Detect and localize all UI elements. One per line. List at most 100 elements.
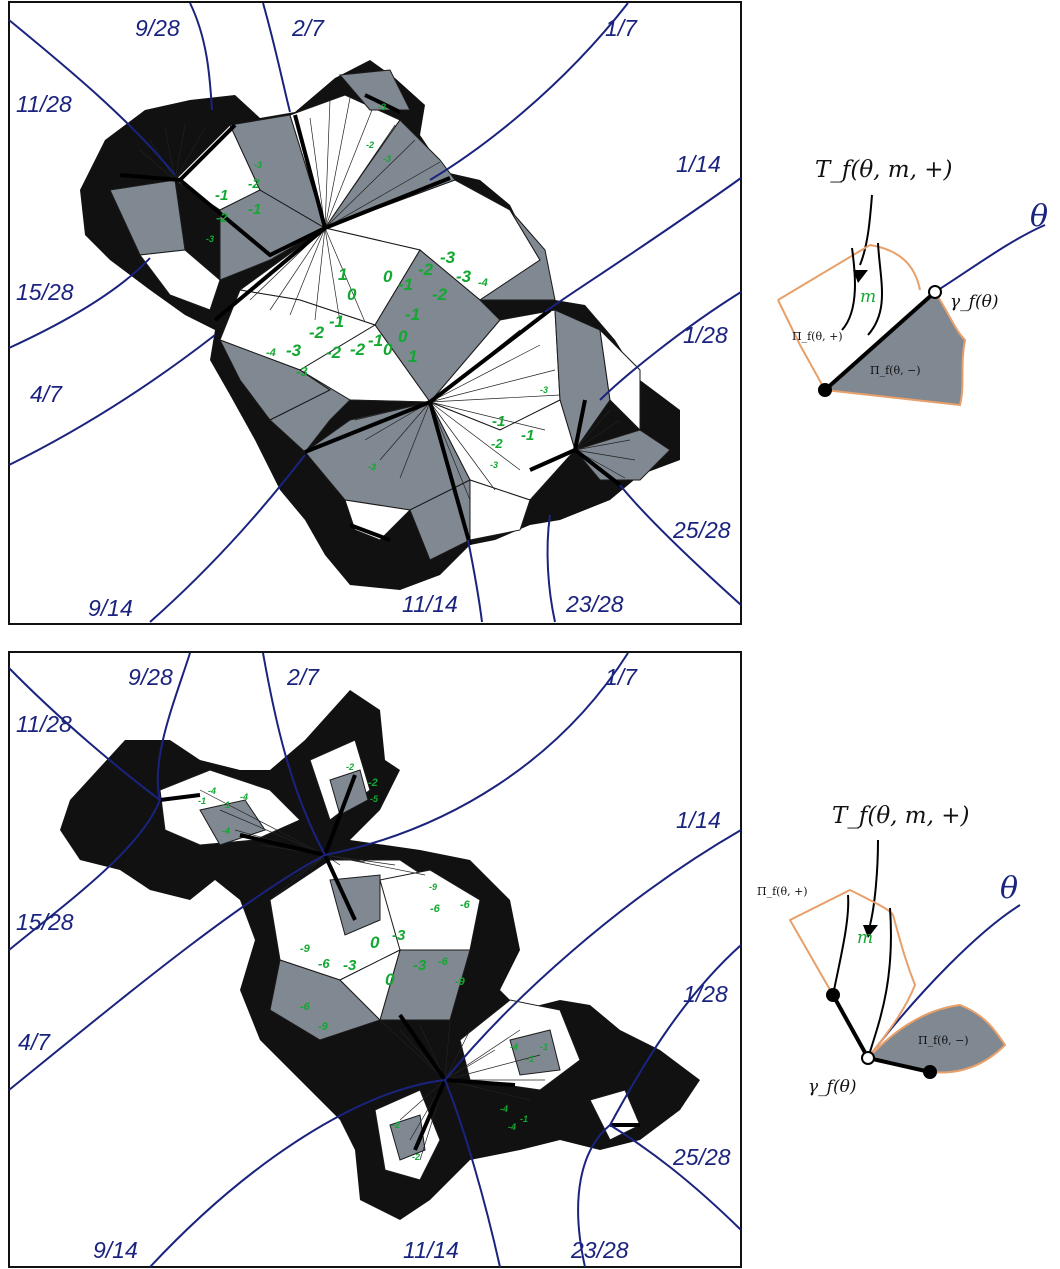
ray-label: 9/28 [135, 15, 180, 41]
ray-label: 1/28 [683, 981, 728, 1007]
green-number: -3 [343, 957, 357, 974]
ray-label: 25/28 [672, 517, 731, 543]
ray-label: 25/28 [672, 1144, 731, 1170]
green-number: -1 [405, 305, 420, 324]
inner-curve [867, 907, 892, 1059]
green-number: -2 [491, 436, 503, 451]
gamma-point [861, 1051, 875, 1065]
ray-label: 1/14 [676, 807, 721, 833]
ray-label: 1/7 [605, 15, 638, 41]
endpoint [826, 988, 840, 1002]
ray-label: 15/28 [16, 279, 74, 305]
green-number: -2 [366, 140, 374, 150]
m-label: m [857, 928, 873, 948]
theta-ray [934, 224, 1046, 293]
ray-label: 2/7 [291, 15, 325, 41]
ray-label: 11/14 [402, 591, 458, 617]
green-number: -4 [240, 792, 248, 802]
ray-label: 4/7 [18, 1029, 51, 1055]
green-number: -1 [540, 1042, 548, 1052]
green-number: -6 [300, 1001, 311, 1013]
green-number: -6 [438, 956, 449, 968]
puzzle-outline [788, 888, 917, 1060]
green-number: -4 [222, 826, 230, 836]
m-label: m [860, 287, 876, 307]
green-number: 0 [383, 267, 393, 286]
green-number: -6 [430, 903, 441, 915]
ray-label: 9/14 [93, 1237, 138, 1263]
bottom-skeleton [159, 774, 640, 1151]
theta-label: θ [1000, 871, 1018, 906]
green-number: -2 [412, 1152, 420, 1162]
green-number: -9 [455, 976, 466, 988]
pi-plus-label: Π_f(θ, +) [792, 330, 843, 343]
puzzle-outline-left [777, 299, 826, 391]
green-number: -6 [318, 956, 330, 971]
green-number: -3 [392, 927, 406, 944]
green-number: -2 [248, 176, 260, 191]
bottom-green-numbers: -1 -4 -1 -4 -4 -2 -2 -5 -9 -6 -6 -9 -6 -… [198, 762, 548, 1162]
ray-label: 1/14 [676, 151, 721, 177]
green-number: -2 [346, 762, 354, 772]
green-number: -3 [490, 460, 498, 470]
green-number: -2 [350, 340, 366, 359]
green-number: -5 [370, 794, 379, 804]
gamma-label: γ_f(θ) [808, 1077, 856, 1097]
top-panel: 9/28 2/7 1/7 11/28 1/14 15/28 1/28 4/7 2… [8, 1, 742, 625]
green-number: -3 [383, 154, 391, 164]
top-green-numbers: -1 -2 -1 -2 -3 -3 -2 -3 -3 1 0 0 -1 -2 -… [206, 102, 548, 472]
green-number: -3 [413, 957, 427, 974]
endpoint [818, 383, 832, 397]
green-number: -1 [248, 201, 261, 218]
arrow-head-icon [853, 270, 868, 283]
bottom-frame [8, 651, 742, 1268]
green-number: 0 [383, 340, 393, 359]
arrow-head-icon [863, 925, 878, 938]
green-number: -2 [432, 285, 448, 304]
inner-curve [867, 242, 883, 336]
green-number: -3 [368, 462, 376, 472]
green-number: -1 [329, 312, 344, 331]
puzzle-piece-minus [822, 290, 967, 407]
green-number: -1 [215, 187, 228, 204]
bottom-panel: 9/28 2/7 1/7 11/28 1/14 15/28 1/28 4/7 2… [8, 651, 742, 1268]
top-rays [8, 2, 742, 623]
pi-minus-label: Π_f(θ, −) [870, 364, 921, 377]
green-number: -3 [456, 267, 472, 286]
green-number: -1 [222, 800, 230, 810]
green-number: 0 [385, 970, 395, 989]
bottom-rays [8, 652, 742, 1268]
ray-label: 4/7 [30, 381, 63, 407]
endpoint [923, 1065, 937, 1079]
green-number: -3 [296, 364, 308, 379]
thick-edge [823, 290, 937, 392]
arrow-line [869, 839, 879, 926]
pi-minus-label: Π_f(θ, −) [918, 1034, 969, 1047]
gamma-point [928, 285, 942, 299]
top-ray-labels: 9/28 2/7 1/7 11/28 1/14 15/28 1/28 4/7 2… [16, 15, 731, 621]
green-number: -2 [309, 323, 325, 342]
ray-label: 9/14 [88, 595, 133, 621]
green-number: 1 [408, 347, 417, 366]
green-number: -2 [418, 260, 434, 279]
green-number: -1 [198, 796, 206, 806]
top-frame [8, 1, 742, 625]
green-number: -2 [326, 343, 342, 362]
bottom-ray-labels: 9/28 2/7 1/7 11/28 1/14 15/28 1/28 4/7 2… [16, 664, 731, 1263]
green-number: -3 [206, 234, 214, 244]
inner-curve [841, 247, 856, 331]
green-number: 0 [398, 327, 408, 346]
ray-label: 1/28 [683, 322, 728, 348]
gamma-label: γ_f(θ) [950, 292, 998, 312]
green-number: -4 [478, 277, 488, 289]
inset-title: T_f(θ, m, +) [832, 803, 969, 829]
green-number: 1 [338, 265, 347, 284]
green-number: -3 [254, 160, 262, 170]
ray-label: 23/28 [565, 591, 624, 617]
top-skeleton [119, 93, 622, 546]
green-number: -4 [208, 786, 216, 796]
green-number: -4 [510, 1042, 518, 1052]
green-number: -3 [286, 341, 302, 360]
ray-label: 11/28 [16, 91, 72, 117]
green-number: 0 [347, 285, 357, 304]
